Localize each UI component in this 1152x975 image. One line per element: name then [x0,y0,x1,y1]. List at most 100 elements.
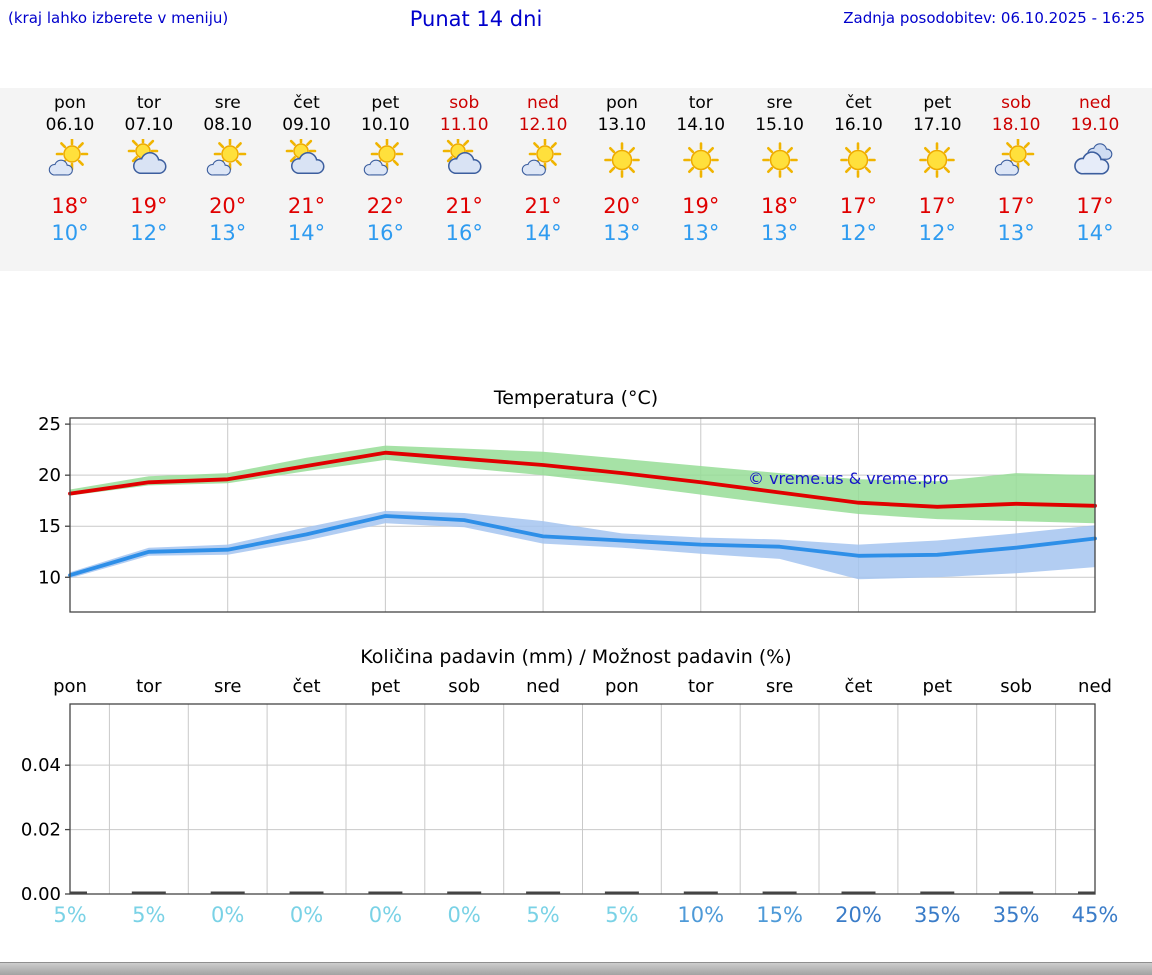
day-date: 13.10 [597,115,647,135]
min-temp: 16° [366,221,404,245]
min-temp: 13° [760,221,799,245]
weather-icon-wrap [345,136,425,186]
forecast-day: pet 17.10 17° 12° [897,92,977,247]
precip-day-label: sre [765,676,794,697]
sun-small-cloud-icon [364,137,404,176]
sun-small-cloud-icon [48,137,89,176]
precip-day-label: čet [844,676,873,697]
min-temp: 13° [209,221,247,245]
day-name: tor [136,93,161,113]
weather-icon-wrap [740,136,820,186]
precip-day-label: pon [53,676,87,697]
max-temp: 19° [130,194,168,218]
max-temp: 21° [445,194,483,218]
forecast-day: sre 08.10 20° 13° [188,92,268,247]
max-temp: 22° [366,194,404,218]
precip-day-label: čet [292,676,321,697]
forecast-day: ned 12.10 21° 14° [503,92,583,247]
day-name: čet [293,93,320,113]
sun-cloud-icon [285,135,325,174]
day-date: 07.10 [124,115,174,135]
watermark[interactable]: © vreme.us & vreme.pro [748,469,949,488]
svg-text:10: 10 [38,567,61,588]
min-temp: 16° [445,221,483,245]
temp-chart-title: Temperatura (°C) [493,387,659,409]
day-date: 06.10 [45,115,95,135]
svg-text:0.04: 0.04 [21,755,61,776]
forecast-day: sob 18.10 17° 13° [976,92,1056,247]
min-temp: 10° [51,221,89,245]
weather-icon-wrap [976,136,1056,186]
precip-probability: 5% [132,903,166,927]
day-name: pon [54,93,86,113]
day-name: ned [1078,93,1112,113]
precip-probabilities: 5% 5% 0% 0% 0% 0% 5% 5% 10% 15% 20% 35% 35% 45% [0,903,1152,927]
last-update: Zadnja posodobitev: 06.10.2025 - 16:25 [843,9,1145,27]
day-date: 17.10 [912,115,962,135]
precip-probability: 35% [913,903,961,927]
precip-day-label: sre [213,676,242,697]
min-temp: 14° [1076,221,1114,245]
sun-icon [682,142,719,178]
day-name: sob [1001,93,1032,113]
max-temp: 20° [209,194,247,218]
precip-probability: 10% [677,903,725,927]
precip-day-label: tor [688,676,714,697]
max-temp: 21° [524,194,562,218]
weather-icon-wrap [30,136,110,186]
forecast-strip: pon 06.10 18° 10° tor 07.10 19° 12° sre 08.10 20° 1… [0,88,1152,271]
day-name: sre [214,93,241,113]
precip-day-label: pet [370,676,401,697]
clouds-icon [1074,143,1113,175]
precip-probability: 0% [211,903,245,927]
forecast-day: ned 19.10 17° 14° [1055,92,1135,247]
max-temp: 17° [918,194,956,218]
weather-icon-wrap [424,135,504,186]
max-temp: 17° [1076,194,1114,218]
min-temp: 12° [918,221,956,245]
precip-probability: 35% [992,903,1040,927]
forecast-day: pet 10.10 22° 16° [345,92,425,247]
min-temp: 12° [839,221,878,245]
day-name: pon [605,93,638,113]
precip-probability: 0% [368,903,403,927]
forecast-day: tor 14.10 19° 13° [661,92,741,247]
max-temp: 18° [760,194,799,218]
precip-probability: 5% [526,903,560,927]
weather-icon-wrap [109,135,189,186]
min-temp: 13° [603,221,641,245]
weather-icon-wrap [818,136,898,186]
bottom-scrollbar[interactable] [0,962,1152,975]
precip-probability: 0% [289,903,324,927]
day-name: pet [371,93,400,113]
day-name: pet [923,93,952,113]
svg-text:0.02: 0.02 [21,820,61,841]
precipitation-chart: 0.00 0.02 0.04 [21,703,1096,900]
forecast-day: pon 06.10 18° 10° [30,92,110,247]
day-date: 11.10 [439,115,489,135]
day-name: sre [766,93,793,113]
menu-hint-link[interactable]: (kraj lahko izberete v meniju) [8,9,229,27]
min-temp: 13° [682,221,720,245]
day-date: 10.10 [361,115,410,135]
sun-icon [604,142,640,178]
max-temp: 20° [603,194,641,218]
min-temp: 14° [287,221,326,245]
sun-small-cloud-icon [521,137,562,176]
precip-day-label: pet [922,676,953,697]
weather-icon-wrap [267,135,347,186]
precip-probability: 5% [605,903,639,927]
sun-cloud-icon [127,135,167,174]
svg-text:15: 15 [38,516,61,537]
precip-probability: 20% [835,903,882,927]
sun-small-cloud-icon [206,137,246,176]
day-date: 12.10 [518,115,568,135]
forecast-day: sob 11.10 21° 16° [424,92,504,247]
day-date: 08.10 [203,115,253,135]
sun-icon [761,142,798,178]
forecast-day: čet 09.10 21° 14° [267,92,347,247]
precip-probability: 0% [447,903,481,927]
sun-icon [919,142,956,178]
max-temp: 17° [839,194,878,218]
day-date: 18.10 [991,115,1041,135]
